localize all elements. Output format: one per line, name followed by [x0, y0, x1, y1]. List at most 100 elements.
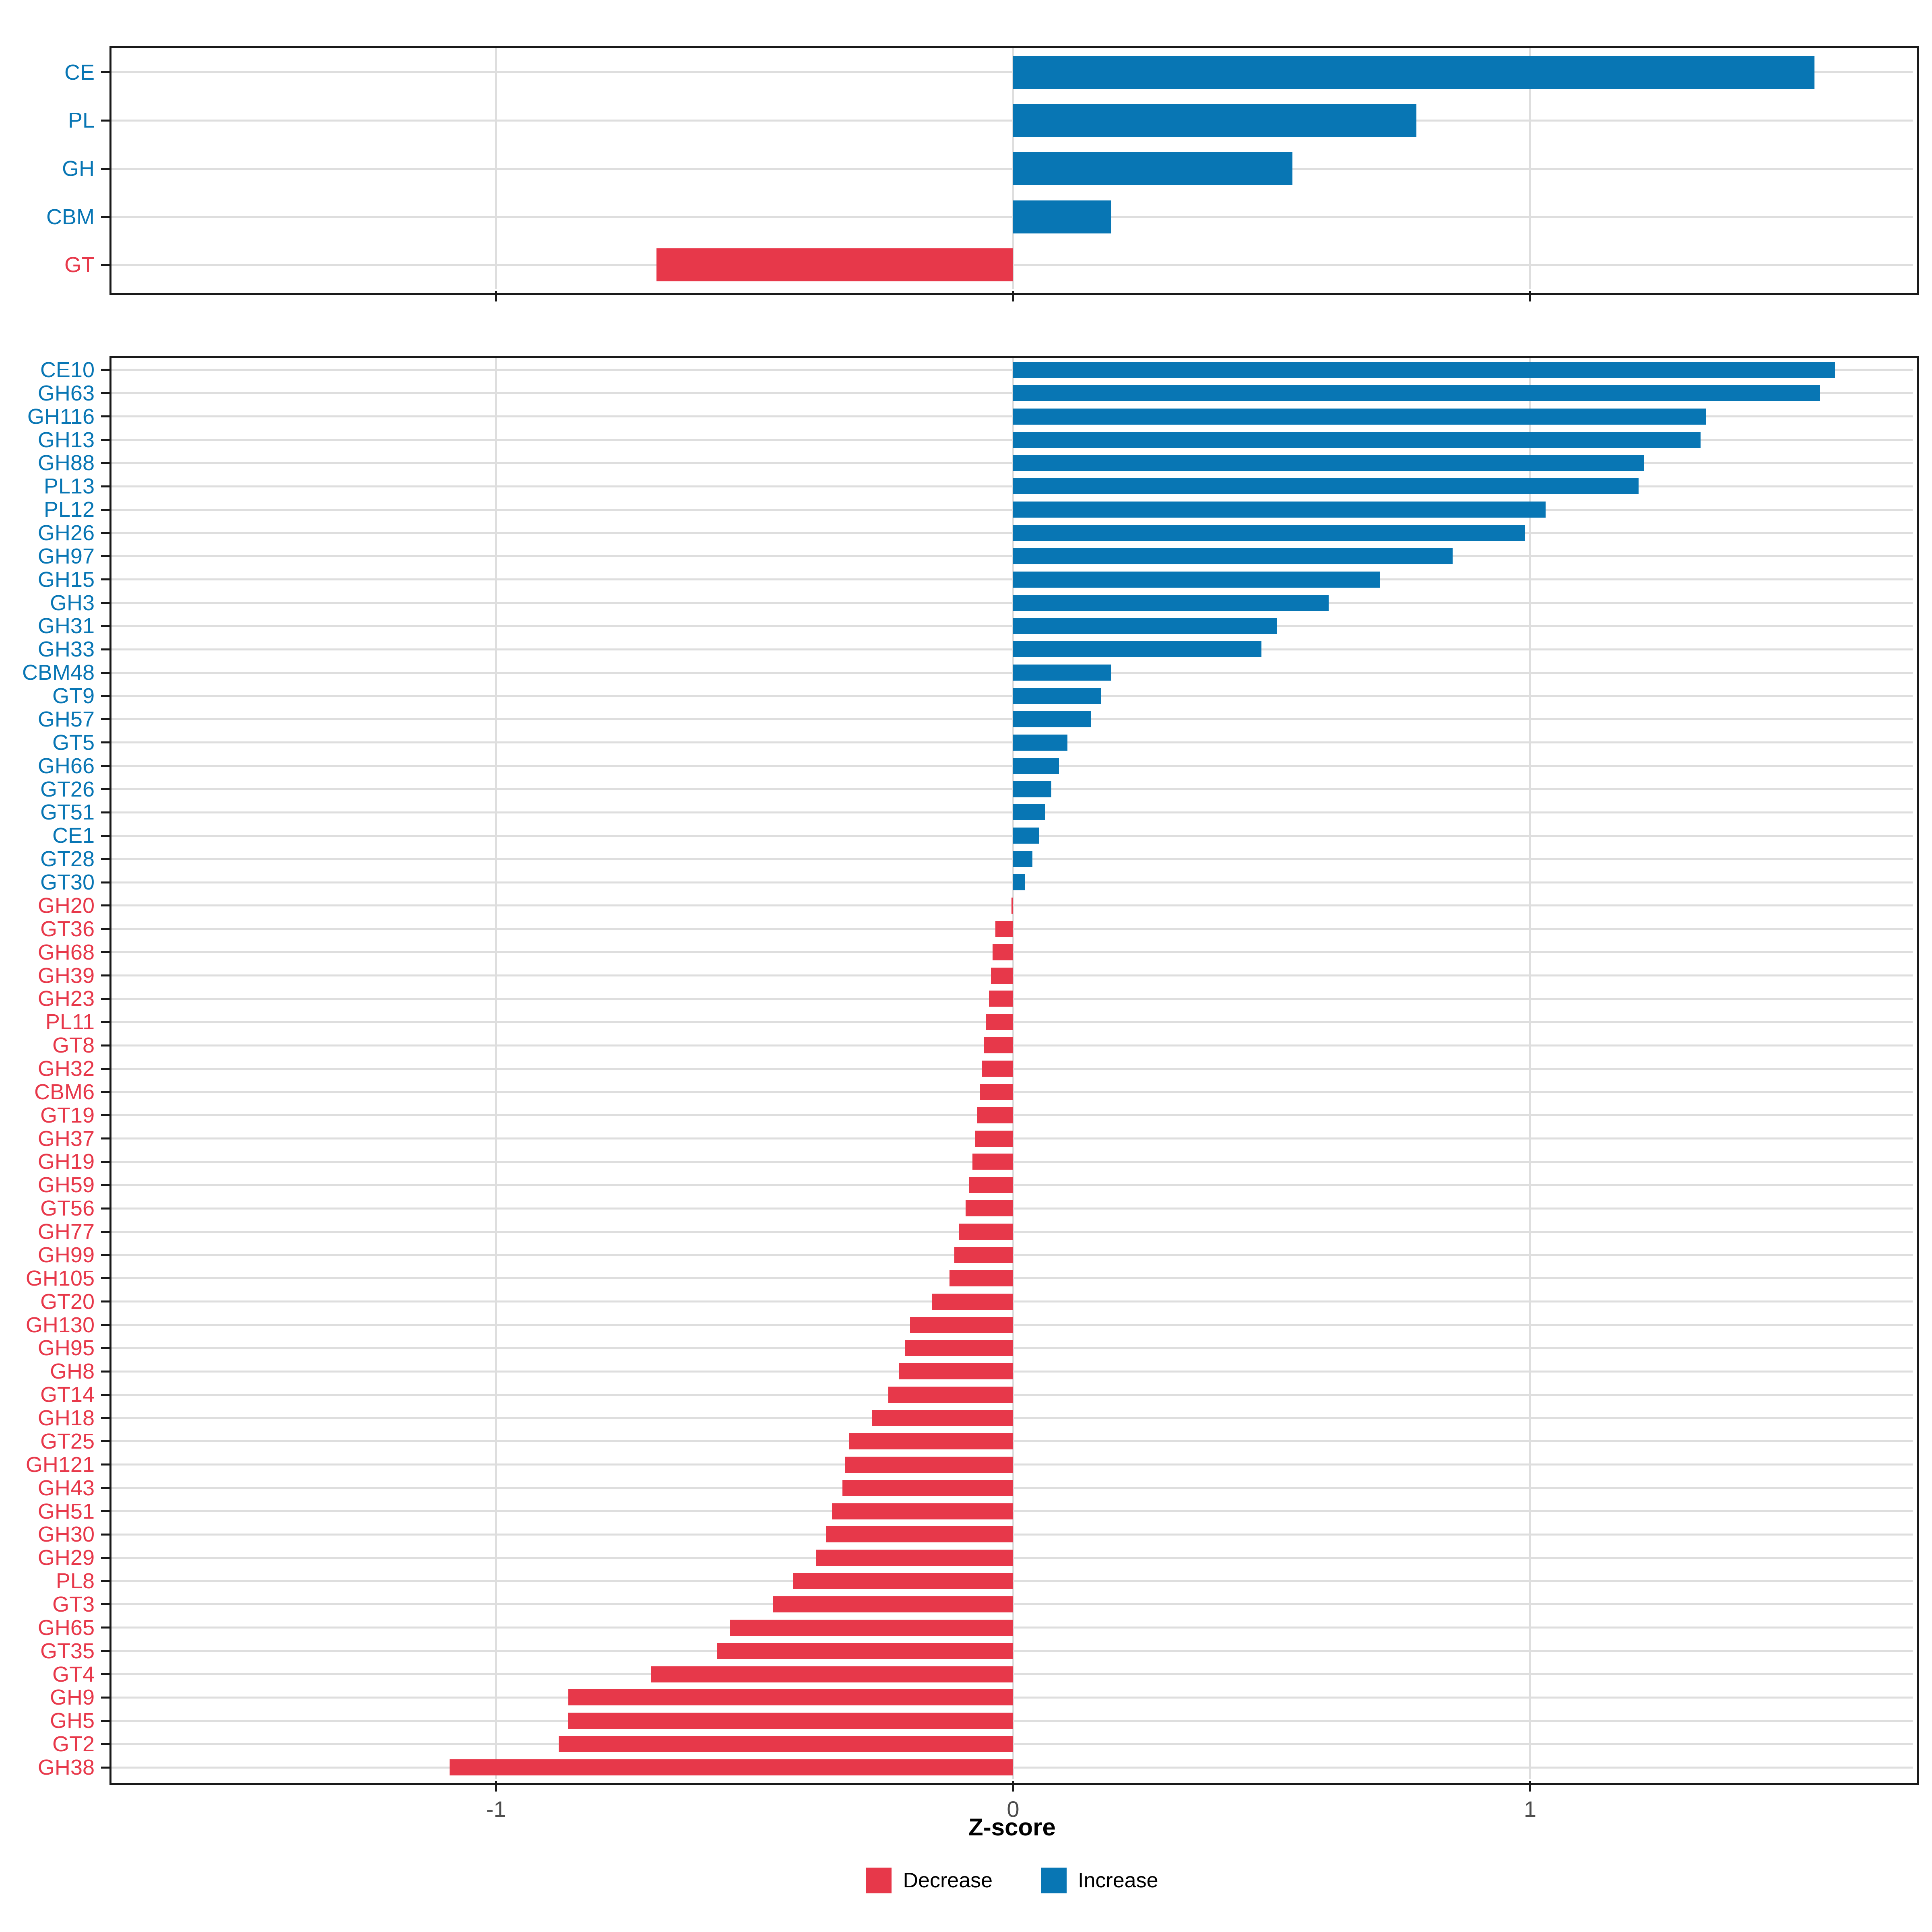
- y-label-GT26: GT26: [40, 777, 95, 801]
- x-tick-label--1: -1: [486, 1796, 506, 1822]
- y-tick-GT4: [101, 1673, 111, 1676]
- y-label-GT8: GT8: [52, 1033, 95, 1058]
- bar-GT20: [932, 1293, 1013, 1310]
- bar-PL11: [986, 1014, 1013, 1030]
- y-label-GH88: GH88: [37, 451, 95, 475]
- bar-GH5: [568, 1713, 1013, 1729]
- y-tick-GT35: [101, 1650, 111, 1652]
- bar-GT14: [888, 1387, 1013, 1403]
- y-tick-GT19: [101, 1114, 111, 1117]
- y-label-GH13: GH13: [37, 427, 95, 452]
- y-tick-GH9: [101, 1696, 111, 1699]
- y-tick-GH88: [101, 462, 111, 464]
- gridline-row-GT28: [111, 858, 1913, 860]
- gridline-row-GH97: [111, 555, 1913, 557]
- y-label-GH37: GH37: [37, 1126, 95, 1151]
- y-label-GT20: GT20: [40, 1289, 95, 1314]
- y-label-GT51: GT51: [40, 800, 95, 825]
- y-tick-GT36: [101, 928, 111, 930]
- bar-PL12: [1013, 502, 1546, 518]
- gridline-row-CE: [111, 71, 1913, 74]
- y-tick-GT9: [101, 695, 111, 697]
- y-tick-GT30: [101, 881, 111, 883]
- y-tick-PL: [101, 119, 111, 122]
- y-tick-GH43: [101, 1487, 111, 1489]
- bar-GT9: [1013, 688, 1101, 704]
- gridline-row-GT5: [111, 741, 1913, 744]
- y-tick-GH116: [101, 415, 111, 418]
- bar-GH19: [972, 1154, 1013, 1170]
- gridline-row-GH15: [111, 578, 1913, 581]
- y-tick-GH51: [101, 1510, 111, 1512]
- y-tick-GT8: [101, 1044, 111, 1046]
- y-tick-GH77: [101, 1230, 111, 1233]
- gridline-row-GH88: [111, 462, 1913, 464]
- bar-GH68: [992, 944, 1013, 960]
- bar-GT3: [772, 1596, 1013, 1612]
- gridline-row-GH116: [111, 415, 1913, 418]
- y-label-GH9: GH9: [50, 1685, 95, 1710]
- y-label-GT14: GT14: [40, 1383, 95, 1407]
- y-label-GH99: GH99: [37, 1243, 95, 1267]
- y-label-GH63: GH63: [37, 381, 95, 405]
- bar-GH32: [982, 1061, 1013, 1077]
- bar-GH43: [842, 1480, 1013, 1496]
- gridline-row-GH31: [111, 625, 1913, 627]
- bar-GH31: [1013, 618, 1277, 634]
- y-label-GT35: GT35: [40, 1639, 95, 1663]
- y-tick-GT26: [101, 788, 111, 791]
- y-label-GH130: GH130: [25, 1313, 95, 1337]
- bar-GT28: [1013, 851, 1032, 867]
- bar-GT8: [984, 1037, 1013, 1054]
- x-tick-top-0: [1012, 291, 1014, 301]
- y-label-GH: GH: [62, 157, 95, 181]
- x-tick-bottom-1: [1529, 1781, 1531, 1792]
- y-tick-GH63: [101, 392, 111, 394]
- y-tick-GT25: [101, 1440, 111, 1443]
- y-tick-CE: [101, 71, 111, 74]
- y-tick-GH3: [101, 602, 111, 604]
- y-tick-GH: [101, 167, 111, 170]
- bar-CE1: [1013, 828, 1039, 844]
- gridline-row-GT9: [111, 695, 1913, 697]
- y-label-GH30: GH30: [37, 1522, 95, 1547]
- gridline-row-CE1: [111, 834, 1913, 837]
- y-label-GH121: GH121: [25, 1452, 95, 1477]
- y-tick-CBM: [101, 216, 111, 218]
- bar-GH57: [1013, 711, 1091, 727]
- bar-GH18: [872, 1410, 1013, 1426]
- bar-CBM48: [1013, 665, 1112, 681]
- bar-CBM6: [980, 1084, 1013, 1100]
- x-tick-top--1: [495, 291, 497, 301]
- y-tick-CE1: [101, 834, 111, 837]
- bar-GT5: [1013, 734, 1067, 751]
- y-tick-GH29: [101, 1556, 111, 1559]
- bar-GT2: [558, 1736, 1013, 1752]
- y-label-PL12: PL12: [43, 497, 95, 522]
- y-label-GH3: GH3: [50, 590, 95, 615]
- y-tick-GH57: [101, 718, 111, 720]
- gridline-row-PL13: [111, 485, 1913, 487]
- bar-GT30: [1013, 874, 1025, 891]
- y-label-GH59: GH59: [37, 1173, 95, 1197]
- y-label-GT4: GT4: [52, 1662, 95, 1686]
- y-label-GH38: GH38: [37, 1755, 95, 1780]
- y-tick-GT3: [101, 1603, 111, 1606]
- y-tick-GT14: [101, 1393, 111, 1396]
- gridline-row-GH13: [111, 439, 1913, 441]
- y-tick-CBM48: [101, 671, 111, 674]
- gridline-row-PL12: [111, 508, 1913, 511]
- gridline-row-CE10: [111, 369, 1913, 371]
- bar-GH65: [730, 1619, 1013, 1636]
- y-label-GH57: GH57: [37, 707, 95, 731]
- y-label-GH18: GH18: [37, 1406, 95, 1430]
- gridline-row-GH26: [111, 532, 1913, 534]
- y-label-GH65: GH65: [37, 1615, 95, 1640]
- y-label-GT25: GT25: [40, 1429, 95, 1453]
- y-label-GH77: GH77: [37, 1220, 95, 1244]
- bar-CBM: [1013, 200, 1112, 233]
- bar-GH13: [1013, 431, 1701, 448]
- y-label-GH68: GH68: [37, 940, 95, 964]
- bar-GH9: [568, 1689, 1013, 1706]
- y-tick-PL13: [101, 485, 111, 487]
